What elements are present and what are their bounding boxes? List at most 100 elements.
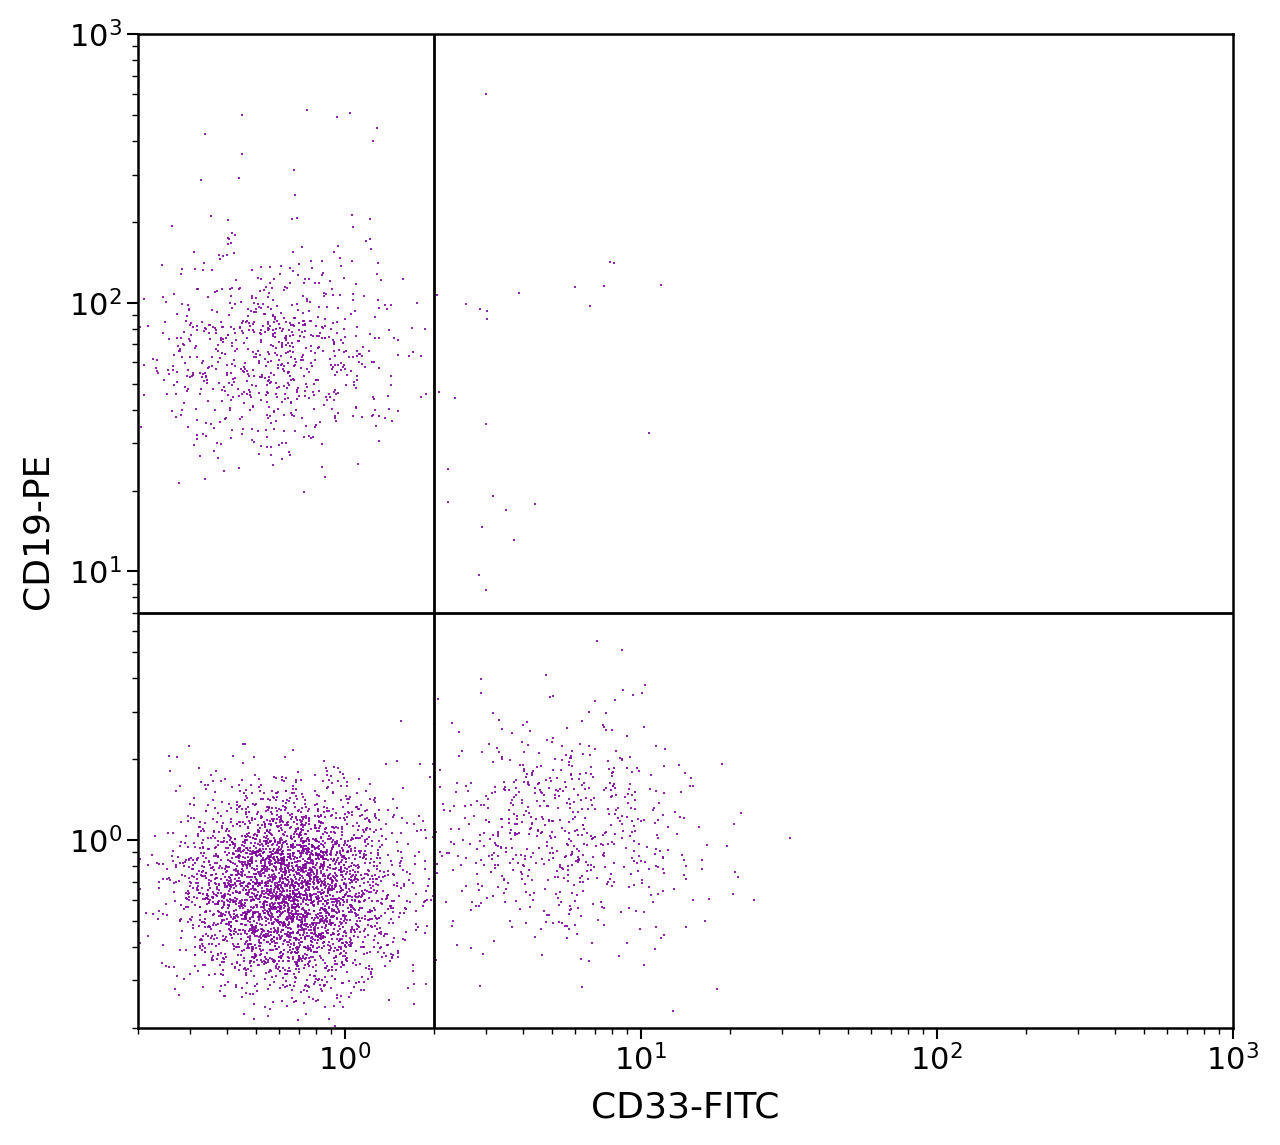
Point (312, 924, 333, 942)
Point (275, 861, 296, 879)
Point (352, 885, 372, 903)
Point (172, 348, 192, 366)
Point (178, 361, 198, 379)
Point (301, 891, 321, 909)
Point (268, 840, 288, 859)
Point (175, 853, 196, 871)
Point (573, 882, 594, 900)
Point (669, 807, 690, 826)
Point (332, 953, 352, 971)
Point (216, 862, 237, 881)
Point (556, 773, 576, 791)
Point (269, 901, 289, 919)
Point (260, 871, 280, 890)
Point (381, 897, 402, 915)
Point (248, 385, 269, 403)
Point (337, 933, 357, 951)
Point (317, 777, 338, 796)
Point (221, 234, 242, 252)
Point (265, 867, 285, 885)
Point (280, 828, 301, 846)
Point (645, 839, 666, 858)
Point (311, 835, 332, 853)
Point (210, 807, 230, 826)
Point (325, 832, 346, 851)
Point (547, 842, 567, 860)
Point (293, 924, 314, 942)
Point (332, 954, 352, 972)
Point (216, 246, 237, 264)
Point (653, 860, 673, 878)
Point (557, 718, 577, 736)
Point (311, 266, 332, 284)
Point (492, 819, 512, 837)
Point (604, 253, 625, 271)
Point (305, 806, 325, 824)
Point (298, 301, 319, 319)
Point (512, 813, 532, 831)
Point (289, 889, 310, 907)
Point (338, 886, 358, 905)
Point (649, 793, 669, 812)
Point (218, 858, 238, 876)
Point (298, 831, 319, 850)
Point (479, 847, 499, 866)
Point (288, 842, 308, 860)
Point (252, 875, 273, 893)
Point (333, 875, 353, 893)
Point (360, 324, 380, 342)
Point (529, 774, 549, 792)
Point (278, 868, 298, 886)
Point (378, 937, 398, 955)
Point (285, 969, 306, 987)
Point (233, 813, 253, 831)
Point (280, 836, 301, 854)
Point (520, 898, 540, 916)
Point (216, 409, 237, 427)
Point (593, 845, 613, 863)
Point (192, 937, 212, 955)
Point (233, 753, 253, 772)
Point (329, 341, 349, 360)
Point (371, 271, 392, 290)
Point (548, 782, 568, 800)
Point (283, 879, 303, 898)
Point (210, 884, 230, 902)
Point (581, 791, 602, 810)
Point (329, 903, 349, 922)
Point (559, 919, 580, 938)
Point (296, 808, 316, 827)
Point (543, 687, 563, 705)
Point (196, 863, 216, 882)
Point (300, 867, 320, 885)
Point (283, 884, 303, 902)
Point (540, 769, 561, 788)
Point (172, 401, 192, 419)
Point (392, 848, 412, 867)
Point (335, 875, 356, 893)
Point (317, 911, 338, 930)
Point (306, 926, 326, 945)
Point (312, 867, 333, 885)
Point (297, 926, 317, 945)
Point (302, 851, 323, 869)
Point (201, 766, 221, 784)
Point (365, 792, 385, 811)
Point (291, 917, 311, 935)
Point (241, 286, 261, 305)
Point (570, 765, 590, 783)
Point (406, 885, 426, 903)
Point (653, 757, 673, 775)
Point (188, 848, 209, 867)
Point (250, 906, 270, 924)
Point (157, 385, 178, 403)
Point (259, 910, 279, 929)
Point (214, 986, 234, 1004)
Point (221, 832, 242, 851)
Point (315, 911, 335, 930)
Point (250, 842, 270, 860)
Point (187, 881, 207, 899)
Point (251, 258, 271, 276)
Point (654, 864, 675, 883)
Point (296, 856, 316, 875)
